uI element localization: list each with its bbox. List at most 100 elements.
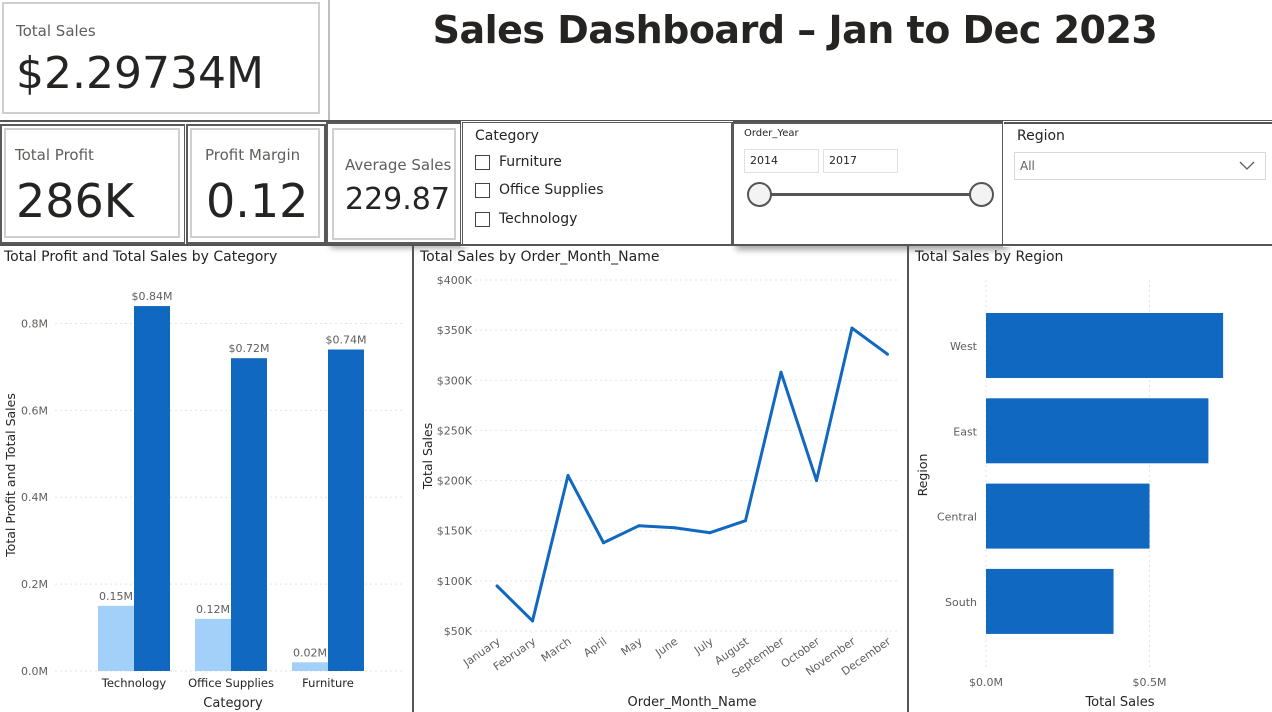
region-bar-chart: $0.0M $0.5M West East Central South Total Sale… (915, 280, 1224, 710)
data-point (708, 531, 712, 535)
y-tick-label: 0.4M (21, 491, 48, 504)
checkbox[interactable] (475, 211, 490, 227)
region-chart-title: Total Sales by Region (915, 249, 1064, 265)
divider (907, 246, 909, 712)
data-point (815, 479, 818, 483)
data-point (850, 326, 854, 330)
average-sales-label: Average Sales (345, 156, 452, 174)
title-panel (328, 0, 1272, 120)
category-option-technology[interactable]: Technology (475, 211, 577, 227)
y-tick-label: 0.2M (21, 578, 48, 591)
data-label: $0.74M (326, 334, 367, 347)
y-tick-label: 0.8M (21, 317, 48, 330)
year-from-input[interactable]: 2014 (744, 149, 819, 173)
bar-total-sales (328, 349, 364, 671)
average-sales-card: Average Sales 229.87 (326, 122, 462, 244)
category-bar-chart: 0.0M 0.2M 0.4M 0.6M 0.8M 0.15M $0.84M Technolog… (3, 290, 405, 711)
divider (0, 244, 1272, 246)
x-tick-label: March (539, 635, 574, 665)
x-tick-label: Furniture (302, 676, 354, 690)
checkbox[interactable] (475, 182, 490, 198)
y-tick-label: $200K (437, 475, 473, 488)
category-option-furniture[interactable]: Furniture (475, 154, 562, 170)
total-sales-label: Total Sales (16, 22, 96, 40)
y-tick-label: East (953, 425, 977, 438)
chevron-down-icon (1239, 161, 1255, 170)
bar-total-sales (134, 306, 170, 671)
y-tick-label: $400K (437, 274, 473, 287)
profit-margin-value: 0.12 (206, 174, 309, 228)
total-profit-label: Total Profit (15, 146, 94, 164)
y-tick-label: Central (937, 511, 977, 524)
data-point (531, 619, 534, 623)
data-point (495, 584, 499, 588)
bar-total-profit (98, 605, 134, 671)
data-point (602, 541, 605, 545)
category-slicer-title: Category (475, 128, 539, 144)
total-sales-card: Total Sales $2.29734M (2, 2, 320, 114)
data-point (744, 519, 747, 523)
data-point (886, 352, 889, 356)
y-axis-title: Total Sales (420, 423, 435, 490)
month-line-chart: $50K $100K $150K $200K $250K $300K $350K $400K J… (420, 274, 900, 710)
x-tick-label: Office Supplies (188, 676, 274, 690)
average-sales-value: 229.87 (345, 182, 450, 217)
bar-central (986, 483, 1150, 549)
x-tick-label: $0.5M (1133, 676, 1167, 689)
year-range-end-handle[interactable] (969, 182, 994, 207)
profit-margin-card: Profit Margin 0.12 (186, 124, 326, 244)
order-year-slicer: Order_Year 2014 2017 (732, 122, 1004, 246)
region-selected-value: All (1020, 159, 1035, 173)
divider (0, 120, 1272, 122)
y-tick-label: $50K (444, 625, 473, 638)
y-tick-label: $250K (437, 424, 473, 437)
bar-total-sales (231, 358, 267, 671)
category-option-label: Furniture (499, 154, 562, 170)
x-tick-label: April (581, 635, 609, 660)
category-option-office-supplies[interactable]: Office Supplies (475, 182, 604, 198)
data-label: 0.15M (99, 590, 133, 603)
y-tick-label: $350K (437, 324, 473, 337)
year-to-input[interactable]: 2017 (823, 149, 898, 173)
bar-east (986, 398, 1209, 464)
category-slicer: Category Furniture Office Supplies Techn… (462, 122, 732, 246)
y-tick-label: 0.0M (21, 665, 48, 678)
year-range-track[interactable] (759, 193, 982, 196)
year-range-start-handle[interactable] (747, 182, 772, 207)
data-point (779, 370, 783, 374)
checkbox[interactable] (475, 154, 490, 170)
category-chart-title: Total Profit and Total Sales by Category (4, 249, 278, 265)
total-profit-value: 286K (16, 174, 134, 228)
total-sales-value: $2.29734M (16, 48, 264, 99)
sales-line (495, 326, 889, 623)
data-point (673, 526, 676, 530)
total-profit-card: Total Profit 286K (0, 124, 186, 244)
data-point (637, 524, 641, 528)
category-option-label: Technology (499, 211, 578, 227)
bar-south (986, 568, 1114, 634)
y-tick-label: $150K (437, 525, 473, 538)
x-tick-label: July (691, 635, 716, 658)
category-option-label: Office Supplies (499, 182, 604, 198)
x-axis-title: Order_Month_Name (627, 695, 756, 710)
profit-margin-label: Profit Margin (205, 146, 301, 164)
region-slicer-title: Region (1017, 128, 1065, 144)
y-axis-title: Total Profit and Total Sales (3, 393, 18, 558)
bar-west (986, 313, 1224, 378)
region-dropdown[interactable]: All (1014, 152, 1266, 180)
x-tick-label: Technology (101, 676, 167, 690)
divider (412, 246, 414, 712)
y-tick-label: South (945, 596, 977, 609)
region-slicer (1004, 122, 1272, 246)
x-tick-label: June (652, 635, 680, 660)
data-label: 0.12M (196, 603, 230, 616)
order-year-title: Order_Year (744, 128, 799, 139)
x-tick-label: $0.0M (969, 676, 1003, 689)
page-title: Sales Dashboard – Jan to Dec 2023 (432, 8, 1158, 52)
data-label: 0.02M (293, 646, 327, 659)
y-tick-label: 0.6M (21, 404, 48, 417)
month-chart-title: Total Sales by Order_Month_Name (420, 249, 660, 265)
y-tick-label: $300K (437, 374, 473, 387)
bar-total-profit (195, 618, 231, 671)
y-tick-label: West (950, 340, 978, 353)
